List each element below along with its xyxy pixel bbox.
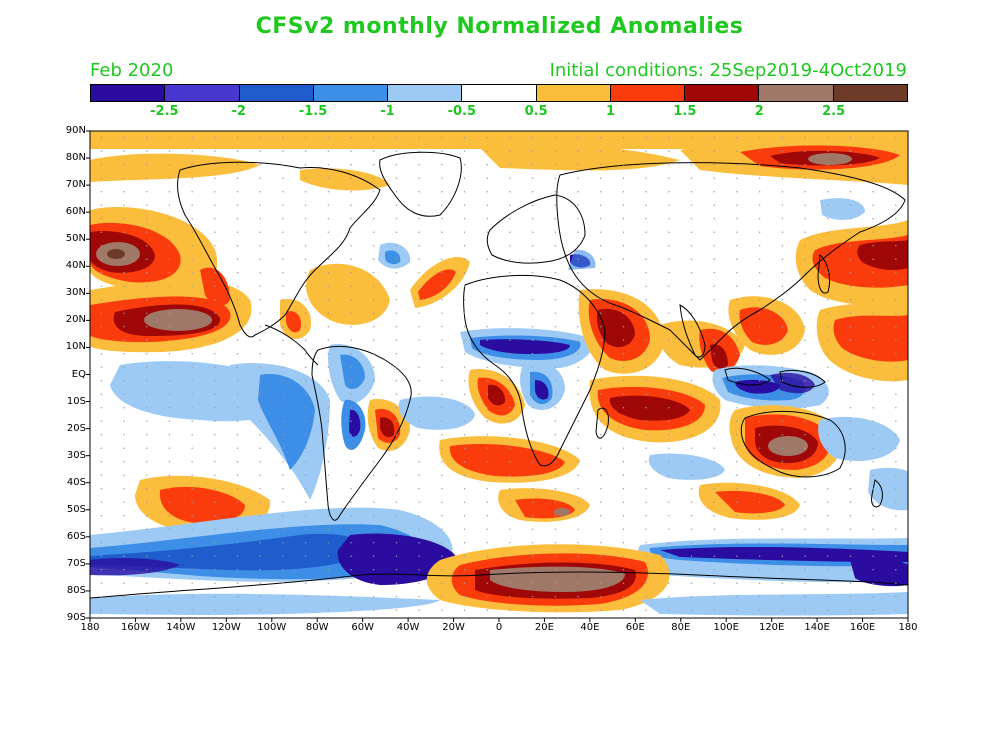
colorbar-label: -1 (380, 104, 395, 119)
latitude-label: 30S (66, 449, 86, 461)
colorbar-swatch (759, 85, 834, 101)
latitude-label: 80S (66, 584, 86, 596)
latitude-label: 60N (65, 206, 86, 218)
longitude-label: 20E (534, 622, 554, 633)
colorbar-label: -0.5 (447, 104, 477, 119)
longitude-label: 100E (713, 622, 739, 633)
longitude-label: 0 (495, 622, 503, 633)
colorbar-label: -1.5 (298, 104, 328, 119)
colorbar-label: 2.5 (822, 104, 846, 119)
colorbar-labels: -2.5 -2 -1.5 -1 -0.5 0.5 1 1.5 2 2.5 (90, 104, 908, 122)
colorbar-label: 1.5 (673, 104, 697, 119)
colorbar-swatch (685, 85, 760, 101)
latitude-label: 90N (65, 125, 86, 136)
longitude-label: 160W (120, 622, 150, 633)
latitude-label: 70S (66, 557, 86, 569)
longitude-label: 40W (396, 622, 420, 633)
colorbar-swatch (833, 85, 907, 101)
longitude-label: 120W (211, 622, 241, 633)
latitude-label: 60S (66, 530, 86, 542)
colorbar-label: -2.5 (150, 104, 179, 119)
colorbar (90, 84, 908, 102)
map-title: CFSv2 monthly Normalized Anomalies (255, 14, 744, 39)
longitude-label: 80W (305, 622, 329, 633)
latitude-label: 80N (65, 152, 86, 164)
colorbar-swatch (462, 85, 537, 101)
colorbar-swatch (91, 85, 166, 101)
colorbar-swatch (313, 85, 389, 101)
colorbar-swatch (536, 85, 611, 101)
colorbar-swatch (610, 85, 686, 101)
longitude-label: 100W (257, 622, 287, 633)
longitude-label: 140W (166, 622, 196, 633)
latitude-label: 40S (66, 476, 86, 488)
latitude-label: 10S (66, 395, 86, 407)
colorbar-swatch (165, 85, 240, 101)
latitude-label: 20S (66, 422, 86, 434)
colorbar-swatch (239, 85, 314, 101)
grid-dots (90, 131, 908, 618)
axis-ticks (86, 130, 909, 622)
latitude-label: 20N (65, 314, 86, 326)
colorbar-label: 0.5 (524, 104, 548, 119)
initial-conditions: Initial conditions: 25Sep2019-4Oct2019 (549, 60, 907, 81)
longitude-label: 180 (80, 622, 100, 633)
latitude-label: EQ (71, 368, 86, 380)
latitude-label: 40N (65, 260, 86, 272)
colorbar-label: 1 (606, 104, 616, 119)
longitude-label: 180 (898, 622, 918, 633)
longitude-label: 20W (442, 622, 465, 633)
latitude-label: 30N (65, 287, 86, 299)
latitude-label: 10N (65, 341, 86, 353)
colorbar-label: 2 (754, 104, 764, 119)
latitude-label: 50S (66, 503, 86, 515)
longitude-label: 80E (671, 622, 691, 633)
longitude-label: 160E (849, 622, 876, 633)
longitude-label: 120E (758, 622, 785, 633)
latitude-label: 50N (65, 233, 86, 245)
forecast-month: Feb 2020 (90, 60, 174, 81)
longitude-label: 140E (804, 622, 830, 633)
latitude-label: 70N (65, 179, 86, 191)
longitude-label: 60W (351, 622, 374, 633)
longitude-label: 60E (625, 622, 645, 633)
latitude-label: 90S (66, 612, 86, 623)
colorbar-swatch (388, 85, 463, 101)
longitude-label: 40E (580, 622, 600, 633)
colorbar-label: -2 (231, 104, 246, 119)
